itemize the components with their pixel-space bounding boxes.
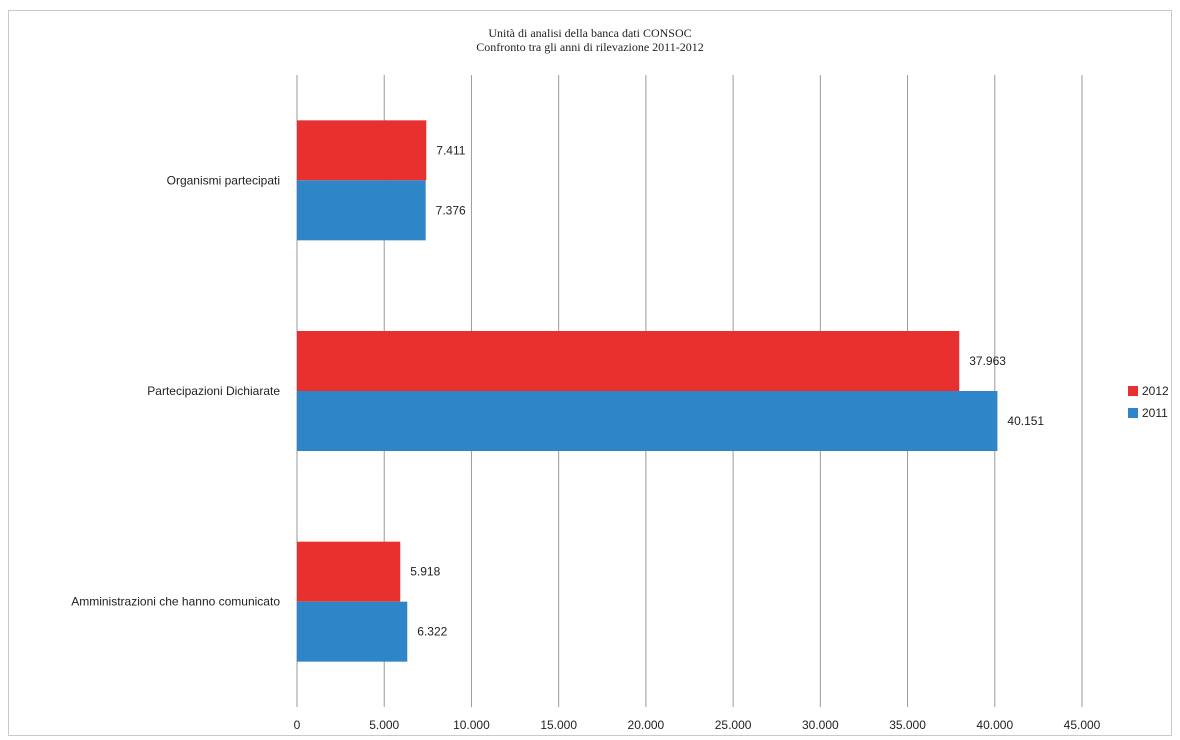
bar-2011-0 bbox=[297, 180, 426, 241]
x-tick-label-7: 35.000 bbox=[889, 718, 926, 732]
data-label-2011-1: 40.151 bbox=[1007, 414, 1044, 428]
bar-2012-0 bbox=[297, 120, 427, 181]
x-tick-label-2: 10.000 bbox=[453, 718, 490, 732]
data-label-2011-0: 7.376 bbox=[436, 203, 466, 217]
x-tick-label-8: 40.000 bbox=[976, 718, 1013, 732]
x-tick-label-9: 45.000 bbox=[1064, 718, 1101, 732]
bar-2011-1 bbox=[297, 391, 998, 451]
data-label-2011-2: 6.322 bbox=[417, 625, 447, 639]
bar-2012-1 bbox=[297, 331, 960, 391]
data-label-2012-2: 5.918 bbox=[410, 565, 440, 579]
x-tick-label-4: 20.000 bbox=[628, 718, 665, 732]
category-label-2: Amministrazioni che hanno comunicato bbox=[71, 595, 280, 609]
chart-subtitle: Confronto tra gli anni di rilevazione 20… bbox=[476, 40, 704, 54]
x-tick-label-6: 30.000 bbox=[802, 718, 839, 732]
bar-2011-2 bbox=[297, 601, 408, 662]
data-label-2012-0: 7.411 bbox=[436, 143, 465, 157]
legend-swatch-2012 bbox=[1128, 386, 1138, 396]
x-tick-label-5: 25.000 bbox=[715, 718, 752, 732]
bar-2012-2 bbox=[297, 541, 401, 602]
category-label-0: Organismi partecipati bbox=[167, 173, 280, 187]
legend-swatch-2011 bbox=[1128, 408, 1138, 418]
x-tick-label-0: 0 bbox=[294, 718, 301, 732]
chart-legend: 2012 2011 bbox=[1128, 380, 1169, 424]
data-label-2012-1: 37.963 bbox=[969, 354, 1006, 368]
legend-item-2012: 2012 bbox=[1128, 380, 1169, 402]
x-tick-label-3: 15.000 bbox=[540, 718, 577, 732]
category-label-1: Partecipazioni Dichiarate bbox=[147, 384, 280, 398]
legend-label-2011: 2011 bbox=[1142, 406, 1168, 420]
chart-title: Unità di analisi della banca dati CONSOC bbox=[488, 26, 692, 40]
x-tick-label-1: 5.000 bbox=[369, 718, 399, 732]
legend-item-2011: 2011 bbox=[1128, 402, 1169, 424]
legend-label-2012: 2012 bbox=[1142, 384, 1169, 398]
